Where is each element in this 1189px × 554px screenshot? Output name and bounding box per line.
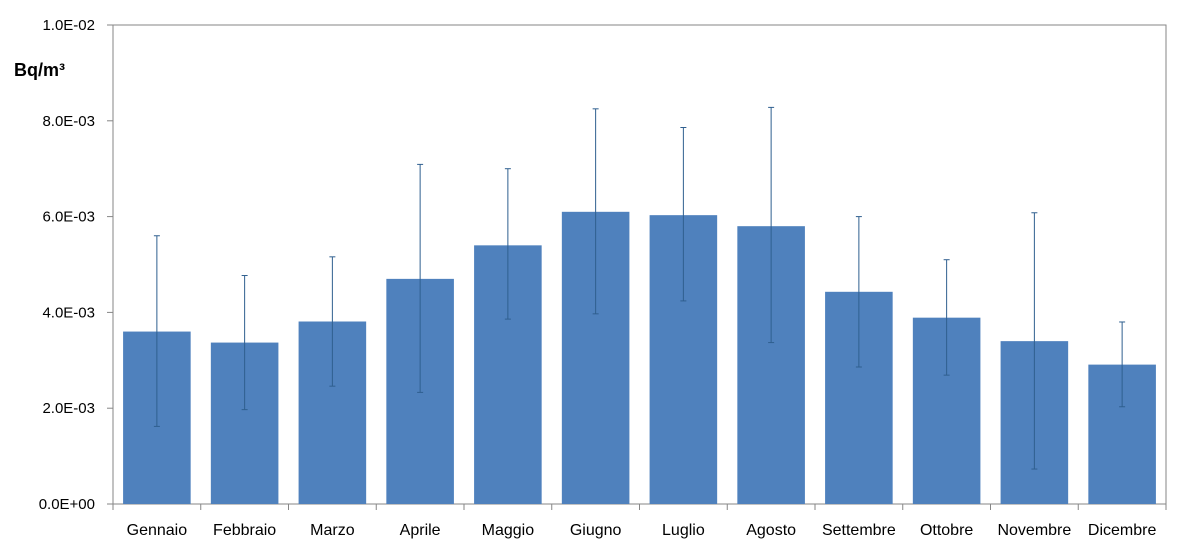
y-tick-label: 8.0E-03 bbox=[42, 113, 95, 130]
y-tick-label: 0.0E+00 bbox=[39, 496, 95, 513]
y-axis: 0.0E+00 2.0E-03 4.0E-03 6.0E-03 8.0E-03 1.0E-… bbox=[39, 17, 113, 513]
y-tick-label: 2.0E-03 bbox=[42, 400, 95, 417]
y-axis-label: Bq/m³ bbox=[14, 60, 65, 80]
x-tick-label: Novembre bbox=[997, 522, 1071, 539]
x-tick-label: Agosto bbox=[746, 522, 796, 539]
x-tick-label: Aprile bbox=[400, 522, 441, 539]
x-tick-label: Luglio bbox=[662, 522, 705, 539]
x-tick-label: Marzo bbox=[310, 522, 355, 539]
x-tick-label: Ottobre bbox=[920, 522, 973, 539]
bars-group bbox=[123, 211, 1156, 504]
x-axis: Gennaio Febbraio Marzo Aprile Maggio Giugno Lu… bbox=[112, 504, 1167, 539]
x-tick-label: Gennaio bbox=[127, 522, 188, 539]
y-tick-label: 6.0E-03 bbox=[42, 209, 95, 226]
x-tick-label: Dicembre bbox=[1088, 522, 1157, 539]
x-tick-label: Febbraio bbox=[213, 522, 276, 539]
y-tick-label: 4.0E-03 bbox=[42, 304, 95, 321]
error-bars-group bbox=[153, 106, 1126, 470]
x-tick-label: Maggio bbox=[482, 522, 535, 539]
y-tick-label: 1.0E-02 bbox=[42, 17, 95, 34]
x-tick-label: Giugno bbox=[570, 522, 622, 539]
x-tick-label: Settembre bbox=[822, 522, 896, 539]
